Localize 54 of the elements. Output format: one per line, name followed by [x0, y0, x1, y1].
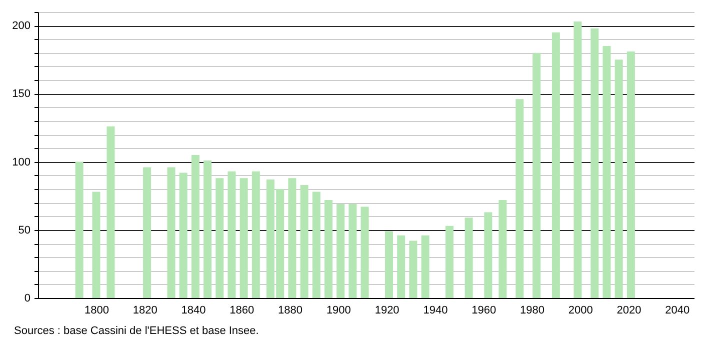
bar	[179, 172, 188, 298]
bar	[106, 126, 115, 298]
bar	[421, 235, 430, 298]
x-tick-label: 2000	[568, 304, 593, 316]
x-tick-label: 1960	[472, 304, 496, 316]
x-tick-label: 1940	[423, 304, 448, 316]
bar	[92, 192, 100, 298]
bar	[626, 51, 635, 298]
bar	[574, 22, 582, 298]
bar	[397, 235, 406, 298]
bar	[590, 28, 599, 298]
bar	[614, 60, 623, 298]
bar	[252, 171, 260, 298]
bar	[348, 204, 357, 298]
bar	[532, 52, 541, 298]
x-tick-label: 1880	[278, 304, 303, 316]
bar	[445, 226, 454, 298]
bar	[240, 178, 248, 298]
bar	[228, 171, 236, 298]
y-tick-label: 150	[12, 88, 30, 100]
x-tick-label: 1820	[132, 304, 158, 316]
bar	[464, 218, 473, 298]
bar	[516, 99, 524, 298]
bar	[312, 192, 320, 298]
bar	[288, 178, 296, 298]
bar	[167, 167, 176, 298]
bar	[204, 160, 212, 298]
y-tick-label: 100	[12, 156, 30, 168]
x-tick-label: 2020	[616, 304, 642, 316]
bar	[336, 204, 345, 298]
x-tick-label: 2040	[665, 304, 690, 316]
x-tick-label: 1980	[520, 304, 544, 316]
bar	[300, 184, 308, 298]
x-tick-label: 1900	[326, 304, 351, 316]
bar	[498, 200, 507, 298]
x-tick-label: 1860	[230, 304, 254, 316]
bar	[409, 240, 418, 298]
bar	[484, 212, 492, 298]
x-tick-label: 1800	[84, 304, 109, 316]
y-tick-label: 50	[18, 224, 30, 236]
bar	[552, 32, 560, 298]
x-tick-label: 1840	[181, 304, 206, 316]
bar	[75, 162, 84, 298]
bar	[324, 200, 332, 298]
source-note: Sources : base Cassini de l'EHESS et base Insee.	[14, 325, 259, 337]
y-tick-label: 200	[12, 20, 30, 32]
x-tick-label: 1920	[374, 304, 400, 316]
bar	[191, 155, 200, 298]
bar	[384, 231, 393, 298]
bar	[360, 206, 369, 298]
bar	[143, 167, 152, 298]
y-tick-label: 0	[24, 292, 30, 304]
bar	[216, 178, 224, 298]
bar	[602, 46, 611, 298]
